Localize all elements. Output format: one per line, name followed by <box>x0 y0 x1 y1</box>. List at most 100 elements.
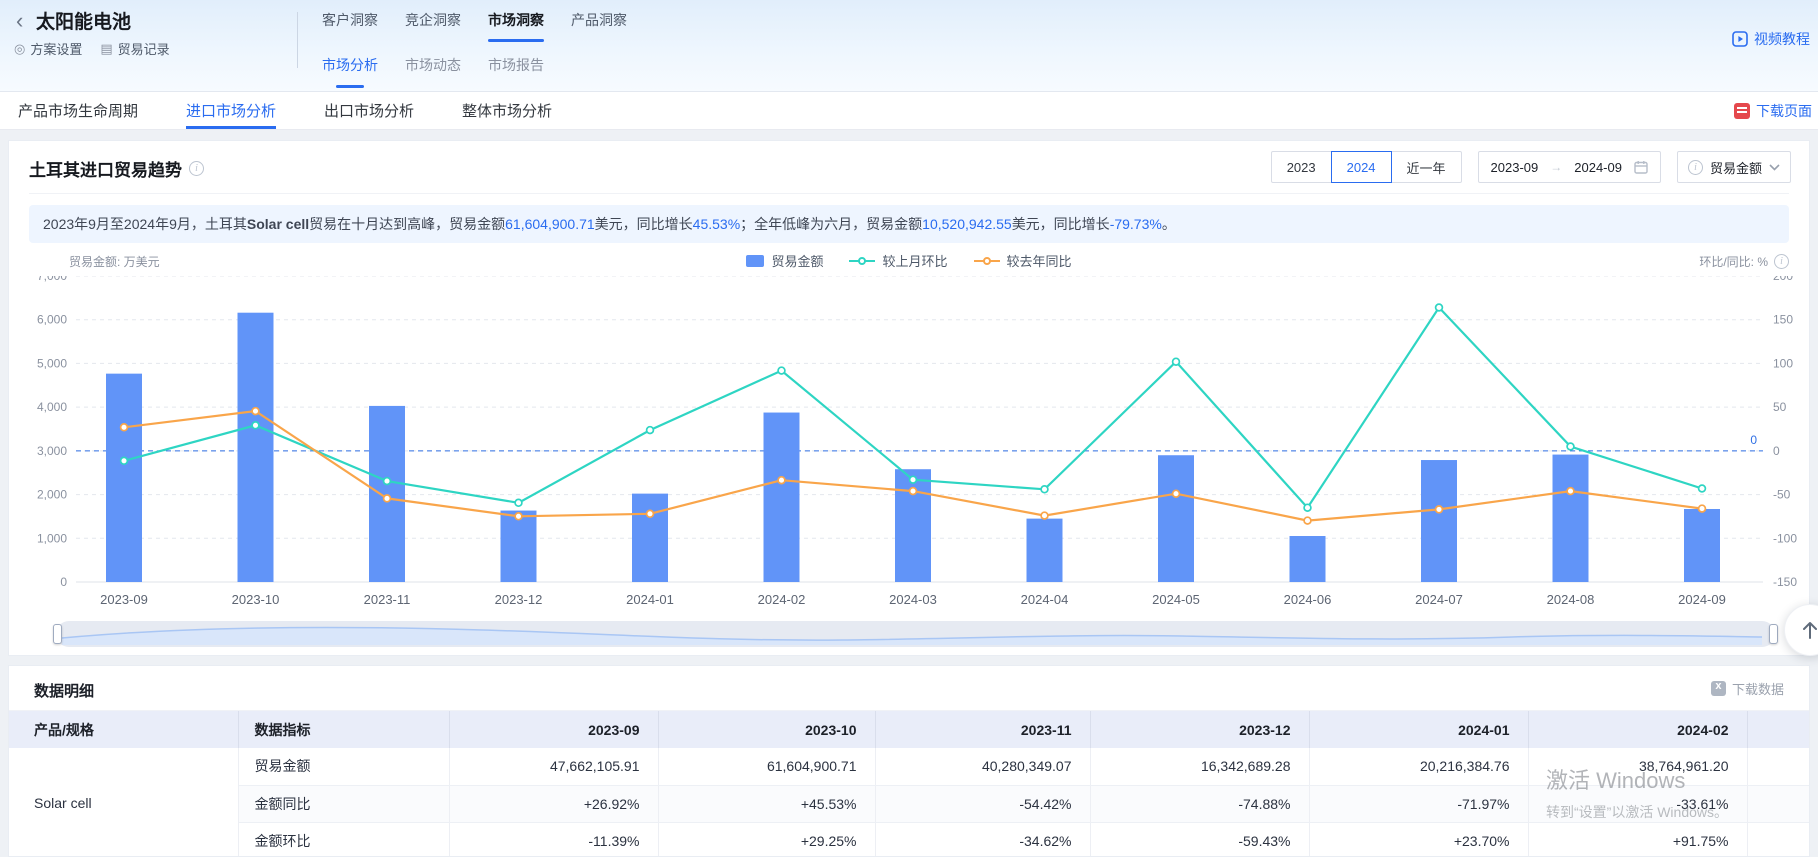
value-cell: 47,662,105.91 <box>449 748 658 785</box>
table-row-金额环比: 金额环比-11.39%+29.25%-34.62%-59.43%+23.70%+… <box>9 822 1809 857</box>
point-较上月环比-2024-07[interactable] <box>1436 304 1443 311</box>
point-较去年同比-2024-06[interactable] <box>1304 517 1311 524</box>
nav-item-整体市场分析[interactable]: 整体市场分析 <box>462 92 552 129</box>
legend-较上月环比[interactable]: 较上月环比 <box>849 251 947 270</box>
bar-2024-06[interactable] <box>1290 536 1326 582</box>
datazoom-left-handle[interactable] <box>53 624 62 644</box>
bar-2023-12[interactable] <box>501 511 537 582</box>
right-axis-title: 环比/同比: % i <box>1699 253 1789 270</box>
zero-line-label: 0 <box>1750 433 1757 447</box>
bar-2023-10[interactable] <box>238 313 274 582</box>
metric-dropdown[interactable]: i 贸易金额 <box>1677 151 1791 183</box>
value-cell: -33.61% <box>1528 785 1747 822</box>
table-row-金额同比: 金额同比+26.92%+45.53%-54.42%-74.88%-71.97%-… <box>9 785 1809 822</box>
info-icon[interactable]: i <box>1774 254 1789 269</box>
column-header-2023-12: 2023-12 <box>1090 711 1309 748</box>
bar-2024-02[interactable] <box>764 413 800 582</box>
value-cell: -59.43% <box>1090 822 1309 857</box>
point-较去年同比-2024-09[interactable] <box>1699 505 1706 512</box>
left-axis-tick: 3,000 <box>37 444 67 458</box>
tab-竞企洞察[interactable]: 竞企洞察 <box>405 10 461 42</box>
point-较上月环比-2024-05[interactable] <box>1173 358 1180 365</box>
datazoom-right-handle[interactable] <box>1769 624 1778 644</box>
value-cell: +45.53% <box>658 785 875 822</box>
tab-客户洞察[interactable]: 客户洞察 <box>322 10 378 42</box>
nav-item-出口市场分析[interactable]: 出口市场分析 <box>324 92 414 129</box>
range-button-近一年[interactable]: 近一年 <box>1391 151 1462 183</box>
point-较上月环比-2023-09[interactable] <box>121 457 128 464</box>
point-较上月环比-2023-11[interactable] <box>384 478 391 485</box>
download-data-button[interactable]: 下载数据 <box>1711 679 1784 698</box>
point-较去年同比-2024-08[interactable] <box>1567 488 1574 495</box>
trend-chart[interactable]: 7,0002006,0001505,0001004,000503,00002,0… <box>9 276 1811 621</box>
chart-card-head: 土耳其进口贸易趋势 i 20232024近一年 2023-09 → 2024-0… <box>9 141 1809 193</box>
point-较上月环比-2023-12[interactable] <box>515 499 522 506</box>
bar-2024-01[interactable] <box>632 494 668 582</box>
download-page-button[interactable]: 下载页面 <box>1734 92 1812 129</box>
year-range-group: 20232024近一年 <box>1271 151 1462 183</box>
target-icon: ◎ <box>14 41 25 57</box>
legend-较去年同比[interactable]: 较去年同比 <box>974 251 1072 270</box>
subtab-市场分析[interactable]: 市场分析 <box>322 55 378 91</box>
back-icon[interactable]: ‹ <box>16 8 23 34</box>
point-较上月环比-2024-08[interactable] <box>1567 443 1574 450</box>
market-subtabs: 市场分析市场动态市场报告 <box>322 55 544 91</box>
point-较上月环比-2024-06[interactable] <box>1304 504 1311 511</box>
summary-banner: 2023年9月至2024年9月，土耳其Solar cell贸易在十月达到高峰，贸… <box>29 205 1789 243</box>
bar-swatch-icon <box>746 255 764 267</box>
x-axis-label: 2024-05 <box>1152 592 1200 607</box>
point-较去年同比-2024-07[interactable] <box>1436 506 1443 513</box>
bar-2024-04[interactable] <box>1027 519 1063 582</box>
left-axis-tick: 6,000 <box>37 313 67 327</box>
calendar-icon <box>1634 160 1648 174</box>
point-较去年同比-2024-01[interactable] <box>647 510 654 517</box>
bar-2024-05[interactable] <box>1158 455 1194 582</box>
point-较上月环比-2024-01[interactable] <box>647 427 654 434</box>
bar-2024-08[interactable] <box>1553 455 1589 582</box>
point-较上月环比-2023-10[interactable] <box>252 422 259 429</box>
point-较去年同比-2023-12[interactable] <box>515 513 522 520</box>
date-range-picker[interactable]: 2023-09 → 2024-09 <box>1478 151 1661 183</box>
x-axis-label: 2024-07 <box>1415 592 1463 607</box>
x-axis-label: 2024-09 <box>1678 592 1726 607</box>
point-较去年同比-2024-02[interactable] <box>778 477 785 484</box>
value-cell: +26.92% <box>449 785 658 822</box>
point-较去年同比-2024-03[interactable] <box>910 488 917 495</box>
point-较去年同比-2023-11[interactable] <box>384 495 391 502</box>
tab-市场洞察[interactable]: 市场洞察 <box>488 10 544 42</box>
point-较去年同比-2024-04[interactable] <box>1041 512 1048 519</box>
point-较上月环比-2024-03[interactable] <box>910 476 917 483</box>
range-button-2023[interactable]: 2023 <box>1271 151 1332 183</box>
table-card-head: 数据明细 下载数据 <box>9 666 1809 711</box>
bar-2024-07[interactable] <box>1421 460 1457 582</box>
stub-cell <box>1747 748 1809 785</box>
x-axis-label: 2024-06 <box>1284 592 1332 607</box>
datazoom-slider[interactable] <box>56 621 1775 647</box>
point-较去年同比-2024-05[interactable] <box>1173 490 1180 497</box>
point-较去年同比-2023-09[interactable] <box>121 424 128 431</box>
chart-legend: 贸易金额 较上月环比 较去年同比 <box>9 251 1809 270</box>
info-icon[interactable]: i <box>189 161 204 176</box>
top-header: ‹ 太阳能电池 ◎ 方案设置 ▤ 贸易记录 客户洞察竞企洞察市场洞察产品洞察 市… <box>0 0 1818 92</box>
bar-2023-09[interactable] <box>106 374 142 582</box>
bar-2024-09[interactable] <box>1684 509 1720 582</box>
point-较上月环比-2024-09[interactable] <box>1699 485 1706 492</box>
scheme-settings-button[interactable]: ◎ 方案设置 <box>14 39 82 58</box>
legend-贸易金额[interactable]: 贸易金额 <box>746 251 823 270</box>
subtab-市场报告[interactable]: 市场报告 <box>488 55 544 91</box>
point-较上月环比-2024-02[interactable] <box>778 367 785 374</box>
x-axis-label: 2024-03 <box>889 592 937 607</box>
bar-2023-11[interactable] <box>369 406 405 582</box>
range-button-2024[interactable]: 2024 <box>1331 151 1392 183</box>
point-较上月环比-2024-04[interactable] <box>1041 486 1048 493</box>
tab-产品洞察[interactable]: 产品洞察 <box>571 10 627 42</box>
trade-records-button[interactable]: ▤ 贸易记录 <box>100 39 169 58</box>
video-tutorial-link[interactable]: 视频教程 <box>1732 29 1810 49</box>
nav-item-产品市场生命周期[interactable]: 产品市场生命周期 <box>18 92 138 129</box>
stub-cell <box>1747 785 1809 822</box>
bar-2024-03[interactable] <box>895 469 931 582</box>
subtab-市场动态[interactable]: 市场动态 <box>405 55 461 91</box>
point-较去年同比-2023-10[interactable] <box>252 408 259 415</box>
x-axis-label: 2024-01 <box>626 592 674 607</box>
nav-item-进口市场分析[interactable]: 进口市场分析 <box>186 92 276 129</box>
